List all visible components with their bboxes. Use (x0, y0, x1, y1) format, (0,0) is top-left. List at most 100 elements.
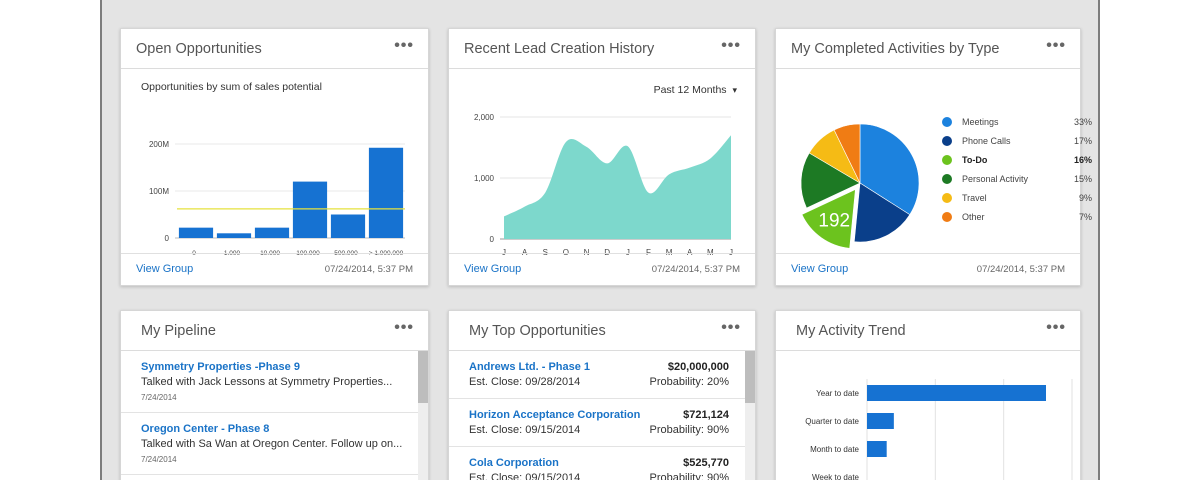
legend-percent: 15% (1073, 174, 1092, 184)
more-options-icon[interactable]: ••• (1046, 319, 1066, 336)
opportunity-amount: $20,000,000 (667, 361, 729, 373)
pie-slice (833, 123, 861, 184)
card-footer: View Group 07/24/2014, 5:37 PM (121, 253, 428, 285)
x-tick-label: 0 -999 (191, 250, 202, 255)
legend-swatch (942, 117, 952, 127)
pipeline-item-date: 7/24/2014 (141, 393, 177, 402)
card-title: Recent Lead Creation History (464, 41, 655, 57)
bar (330, 214, 366, 238)
y-tick-label: 0 (490, 235, 495, 244)
bar (292, 181, 328, 238)
pipeline-card: My Pipeline ••• Symmetry Properties -Pha… (120, 310, 429, 480)
x-tick-label: J (502, 248, 506, 257)
x-tick-label: 100,000 -499,999 (296, 250, 323, 255)
activity-trend-chart: Year to date Quarter to date Month to date… (805, 379, 1073, 480)
opportunity-probability: Probability: 90% (649, 424, 730, 436)
list-item[interactable]: Cola Corporation $525,770 Est. Close: 09… (449, 447, 755, 480)
pipeline-item-note: Talked with Sa Wan at Oregon Center. Fol… (141, 438, 403, 450)
pipeline-list: Symmetry Properties -Phase 9 Talked with… (121, 351, 428, 480)
bar (216, 233, 252, 238)
legend-swatch (942, 193, 952, 203)
completed-activities-card: My Completed Activities by Type ••• 192 … (775, 28, 1092, 286)
chart-subtitle: Opportunities by sum of sales potential (141, 81, 322, 93)
more-options-icon[interactable]: ••• (1046, 37, 1066, 54)
opportunity-probability: Probability: 90% (649, 472, 730, 480)
list-item[interactable]: Horizon Acceptance Corporation $721,124 … (449, 399, 755, 447)
card-footer: View Group 07/24/2014, 5:37 PM (776, 253, 1080, 285)
more-options-icon[interactable]: ••• (721, 37, 741, 54)
card-title: My Pipeline (141, 323, 216, 339)
legend-percent: 33% (1073, 117, 1092, 127)
x-tick-label: J (729, 248, 733, 257)
card-title: My Activity Trend (796, 323, 906, 339)
y-tick-label: Month to date (810, 445, 859, 454)
more-options-icon[interactable]: ••• (394, 37, 414, 54)
activity-trend-card: My Activity Trend ••• Year to date Quarte… (775, 310, 1081, 480)
bar (867, 441, 887, 457)
view-group-link[interactable]: View Group (136, 263, 194, 275)
scrollbar-thumb[interactable] (745, 351, 755, 403)
legend-percent: 9% (1078, 193, 1092, 203)
legend-label: Travel (962, 193, 987, 203)
x-tick-label: A (687, 248, 693, 257)
card-header: My Completed Activities by Type ••• (776, 29, 1080, 69)
more-options-icon[interactable]: ••• (721, 319, 741, 336)
list-item[interactable]: Andrews Ltd. - Phase 1 $20,000,000 Est. … (449, 351, 755, 399)
legend-label: To-Do (962, 155, 988, 165)
x-tick-label: A (522, 248, 528, 257)
bar (368, 147, 404, 238)
x-tick-label: O (563, 248, 569, 257)
opportunity-name[interactable]: Cola Corporation (469, 457, 559, 469)
legend-swatch (942, 174, 952, 184)
pie-slice (859, 123, 920, 216)
opportunity-close-date: Est. Close: 09/28/2014 (469, 376, 581, 388)
pipeline-item-title[interactable]: Oregon Center - Phase 8 (141, 423, 270, 435)
x-tick-label: F (646, 248, 651, 257)
open-opportunities-chart: Opportunities by sum of sales potential … (141, 81, 405, 255)
y-tick-label: Week to date (812, 473, 860, 480)
view-group-link[interactable]: View Group (464, 263, 522, 275)
legend-label: Phone Calls (962, 136, 1011, 146)
x-tick-label: 1,000 -9,999 (224, 250, 244, 255)
card-header: My Pipeline ••• (121, 311, 428, 351)
legend-swatch (942, 212, 952, 222)
list-item[interactable]: Symmetry Properties -Phase 9 Talked with… (121, 351, 428, 413)
scrollbar-track[interactable] (418, 351, 428, 480)
opportunity-probability: Probability: 20% (649, 376, 730, 388)
card-header: Open Opportunities ••• (121, 29, 428, 69)
legend-swatch (942, 136, 952, 146)
highlight-value: 192 (818, 210, 850, 231)
x-tick-label: D (604, 248, 610, 257)
y-tick-label: 0 (165, 234, 170, 243)
card-header: My Activity Trend ••• (776, 311, 1080, 351)
card-title: My Top Opportunities (469, 323, 606, 339)
view-group-link[interactable]: View Group (791, 263, 849, 275)
card-title: My Completed Activities by Type (791, 41, 1000, 57)
pie-slice (853, 182, 911, 243)
list-item[interactable]: Oregon Center - Phase 8 Talked with Sa W… (121, 413, 428, 475)
y-tick-label: 100M (149, 187, 169, 196)
legend-percent: 7% (1078, 212, 1092, 222)
opportunity-name[interactable]: Horizon Acceptance Corporation (469, 409, 641, 421)
period-label: Past 12 Months (653, 84, 727, 96)
x-tick-label: S (543, 248, 548, 257)
x-tick-label: M (707, 248, 714, 257)
period-dropdown[interactable]: Past 12 Months ▾ (654, 84, 737, 96)
x-tick-label: 10,000 -99,999 (260, 250, 284, 255)
pie-slice (801, 189, 856, 249)
lead-history-chart: 0 1,000 2,000 J A S O N D J F M A M J (474, 113, 733, 257)
y-tick-label: Year to date (816, 389, 859, 398)
legend-percent: 17% (1073, 136, 1092, 146)
y-tick-label: 1,000 (474, 174, 495, 183)
opportunity-name[interactable]: Andrews Ltd. - Phase 1 (469, 361, 591, 373)
scrollbar-thumb[interactable] (418, 351, 428, 403)
y-tick-label: 2,000 (474, 113, 495, 122)
pipeline-item-note: Talked with Jack Lessons at Symmetry Pro… (141, 376, 393, 388)
pipeline-item-title[interactable]: Symmetry Properties -Phase 9 (141, 361, 300, 373)
timestamp: 07/24/2014, 5:37 PM (651, 264, 740, 275)
more-options-icon[interactable]: ••• (394, 319, 414, 336)
completed-activities-chart: 192 (800, 123, 920, 249)
y-tick-label: Quarter to date (805, 417, 859, 426)
scrollbar-track[interactable] (745, 351, 755, 480)
x-tick-label: N (584, 248, 590, 257)
